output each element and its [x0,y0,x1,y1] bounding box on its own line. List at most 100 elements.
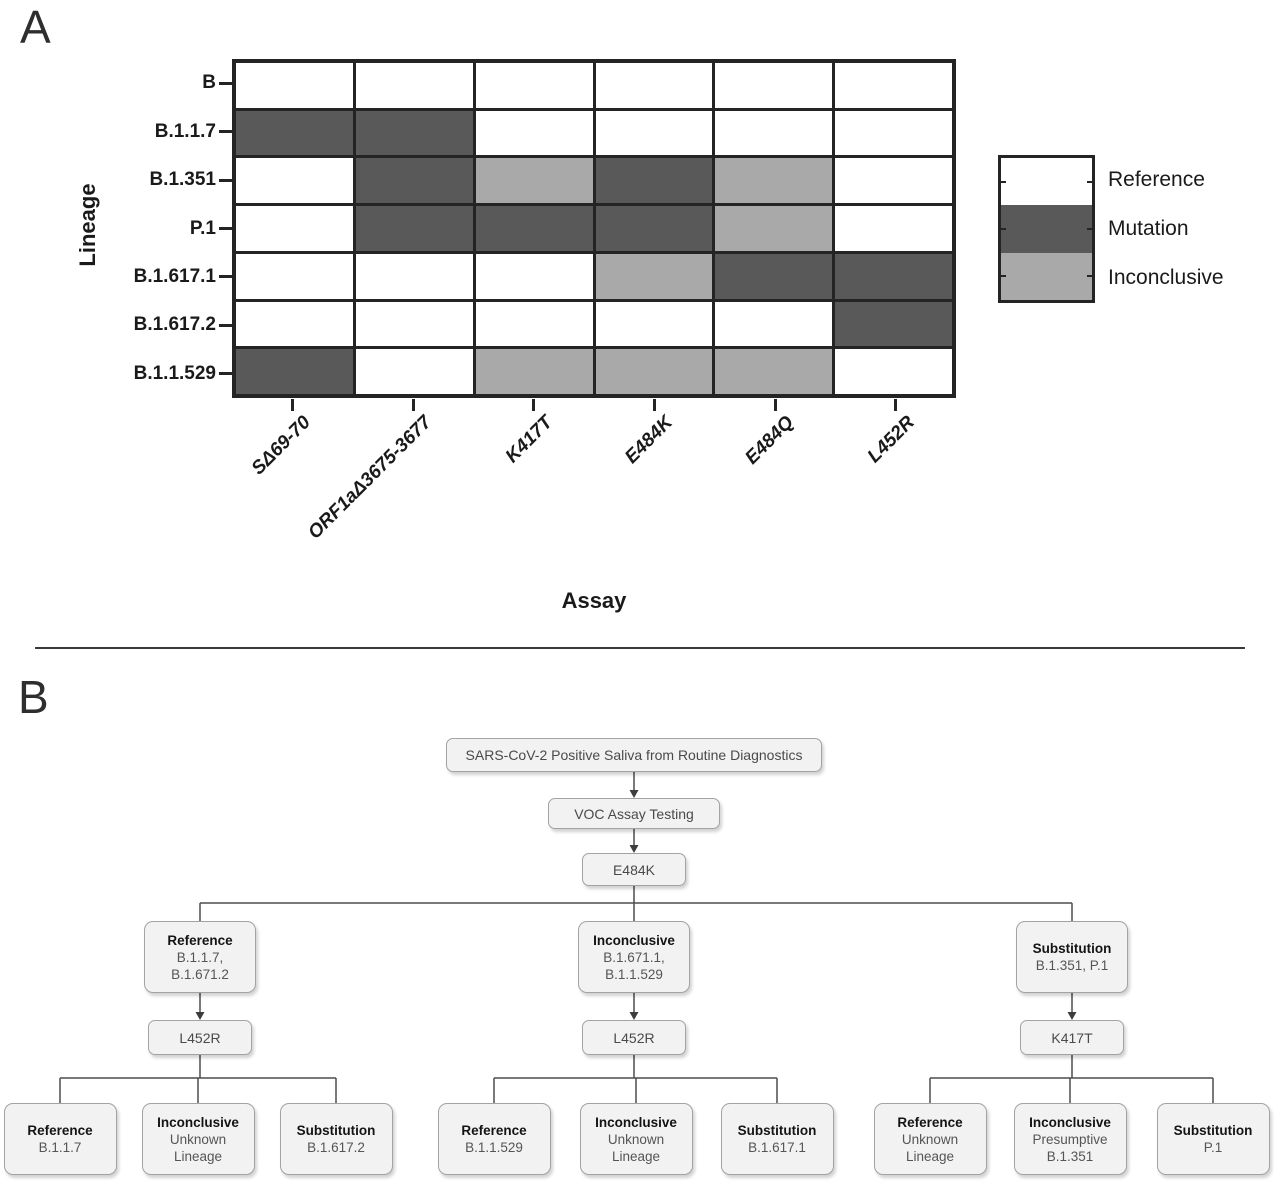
panel-b: B SARS-CoV-2 Positive Saliva from Routin… [0,648,1280,1183]
heatmap-cell-reference [715,110,833,156]
flow-leaf-line: Presumptive [1032,1131,1108,1147]
heatmap-cell-mutation [835,253,952,299]
col-label: L452R [863,412,919,468]
heatmap-cell-reference [475,253,593,299]
heatmap-cell-inconclusive [595,349,713,394]
flow-leaf-title: Substitution [1173,1123,1253,1138]
heatmap-cell-reference [355,63,473,108]
legend-tick [1001,228,1006,230]
x-axis-title: Assay [561,588,627,613]
heatmap-cell-mutation [835,301,952,347]
heatmap-cell-inconclusive [715,158,833,204]
heatmap-cell-mutation [236,110,353,156]
col-tick [894,399,898,411]
col-tick [652,399,656,411]
row-label: B [202,72,216,94]
flow-leaf-line: B.1.1.529 [465,1140,523,1155]
flow-voc-testing-box: VOC Assay Testing [548,798,720,829]
flow-leaf-title: Inconclusive [1029,1114,1111,1130]
heatmap-cell-mutation [715,253,833,299]
legend-swatch-stack [998,155,1095,303]
heatmap-cell-reference [236,158,353,204]
flow-branch-line: B.1.351, P.1 [1035,958,1109,973]
flow-branch-line: B.1.1.7, [176,949,224,965]
col-tick [532,399,536,411]
flow-assay-box: L452R [582,1020,686,1055]
flow-e484k-box: E484K [582,853,686,886]
arrowhead-icon [629,790,639,798]
col-label: SΔ69-70 [247,412,316,480]
flow-leaf-title: Reference [27,1123,93,1138]
flow-leaf-line: Lineage [611,1148,661,1164]
heatmap-cell-reference [835,63,952,108]
arrowhead-icon [629,845,639,853]
heatmap-cell-reference [715,301,833,347]
flow-leaf-box: Substitution B.1.617.2 [279,1103,393,1175]
heatmap-cell-mutation [595,158,713,204]
row-tick [219,275,232,279]
heatmap-cell-mutation [595,206,713,251]
legend-tick [1001,180,1006,183]
row-label: P.1 [189,217,216,239]
flow-branch-box: Inconclusive B.1.671.1, B.1.1.529 [578,921,690,993]
flow-leaf-box: Inconclusive Presumptive B.1.351 [1013,1103,1127,1175]
heatmap-cell-inconclusive [595,253,713,299]
flow-branch-line: B.1.671.2 [171,966,229,982]
col-tick [411,399,415,411]
heatmap-cell-reference [355,349,473,394]
flow-leaf-box: Inconclusive Unknown Lineage [579,1103,693,1175]
flow-leaf-line: Unknown [169,1131,227,1147]
heatmap-cell-mutation [236,349,353,394]
col-tick [773,399,777,411]
heatmap-cell-reference [595,301,713,347]
legend-label: Mutation [1108,217,1189,240]
legend-swatch-reference [1001,158,1092,206]
panel-a-label: A [20,1,52,53]
col-label: E484Q [741,412,798,469]
flow-leaf-title: Substitution [737,1123,817,1138]
legend-label: Reference [1108,167,1205,191]
flow-leaf-line: B.1.351 [1046,1148,1094,1164]
heatmap-cell-reference [715,63,833,108]
legend-tick [1087,180,1092,183]
legend-label: Inconclusive [1108,266,1224,290]
heatmap-cell-mutation [355,110,473,156]
heatmap-cell-mutation [355,206,473,251]
heatmap-cell-reference [355,301,473,347]
row-tick [219,372,232,376]
heatmap-cell-inconclusive [715,206,833,251]
legend-swatch-mutation [1001,205,1092,253]
flow-leaf-line: B.1.1.7 [38,1140,82,1155]
heatmap-cell-reference [475,110,593,156]
col-label: E484K [621,412,678,468]
flow-branch-line: B.1.1.529 [605,966,663,982]
row-label: B.1.1.529 [133,362,216,384]
row-tick [219,178,232,182]
row-label: B.1.617.2 [133,314,216,336]
flow-leaf-box: Reference B.1.1.529 [437,1103,551,1175]
flow-branch-line: B.1.671.1, [603,949,665,965]
flow-leaf-line: B.1.617.1 [748,1140,806,1155]
heatmap-cell-reference [835,206,952,251]
legend: Reference Mutation Inconclusive [998,155,1280,303]
flow-leaf-line: B.1.617.2 [307,1140,365,1155]
heatmap-cell-mutation [355,158,473,204]
flow-leaf-title: Substitution [296,1123,376,1138]
row-tick [219,130,232,134]
heatmap-cell-reference [835,158,952,204]
col-tick [290,399,294,411]
flow-leaf-box: Inconclusive Unknown Lineage [141,1103,255,1175]
flow-leaf-box: Reference B.1.1.7 [3,1103,117,1175]
legend-tick [1001,275,1006,278]
heatmap-cell-inconclusive [475,349,593,394]
flow-leaf-title: Reference [461,1123,527,1138]
row-tick [219,323,232,327]
flow-branch-title: Substitution [1032,941,1112,956]
flow-branch-title: Reference [167,932,233,948]
heatmap-cell-inconclusive [475,158,593,204]
panel-b-label: B [18,671,50,723]
flow-leaf-line: Lineage [173,1148,223,1164]
heatmap-grid [232,59,956,398]
flow-branch-box: Substitution B.1.351, P.1 [1016,921,1128,993]
